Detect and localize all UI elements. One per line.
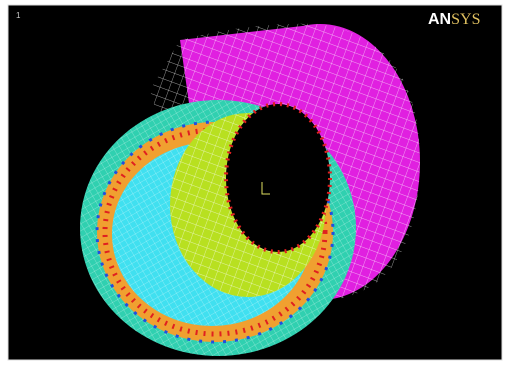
window-number: 1 — [16, 11, 21, 20]
logo-sys: SYS — [451, 11, 480, 28]
ansys-logo: ANSYS — [428, 11, 480, 28]
axis-triad — [261, 182, 270, 195]
logo-an: AN — [428, 11, 451, 28]
slot-ring — [102, 127, 328, 337]
bore-hole — [224, 102, 332, 254]
